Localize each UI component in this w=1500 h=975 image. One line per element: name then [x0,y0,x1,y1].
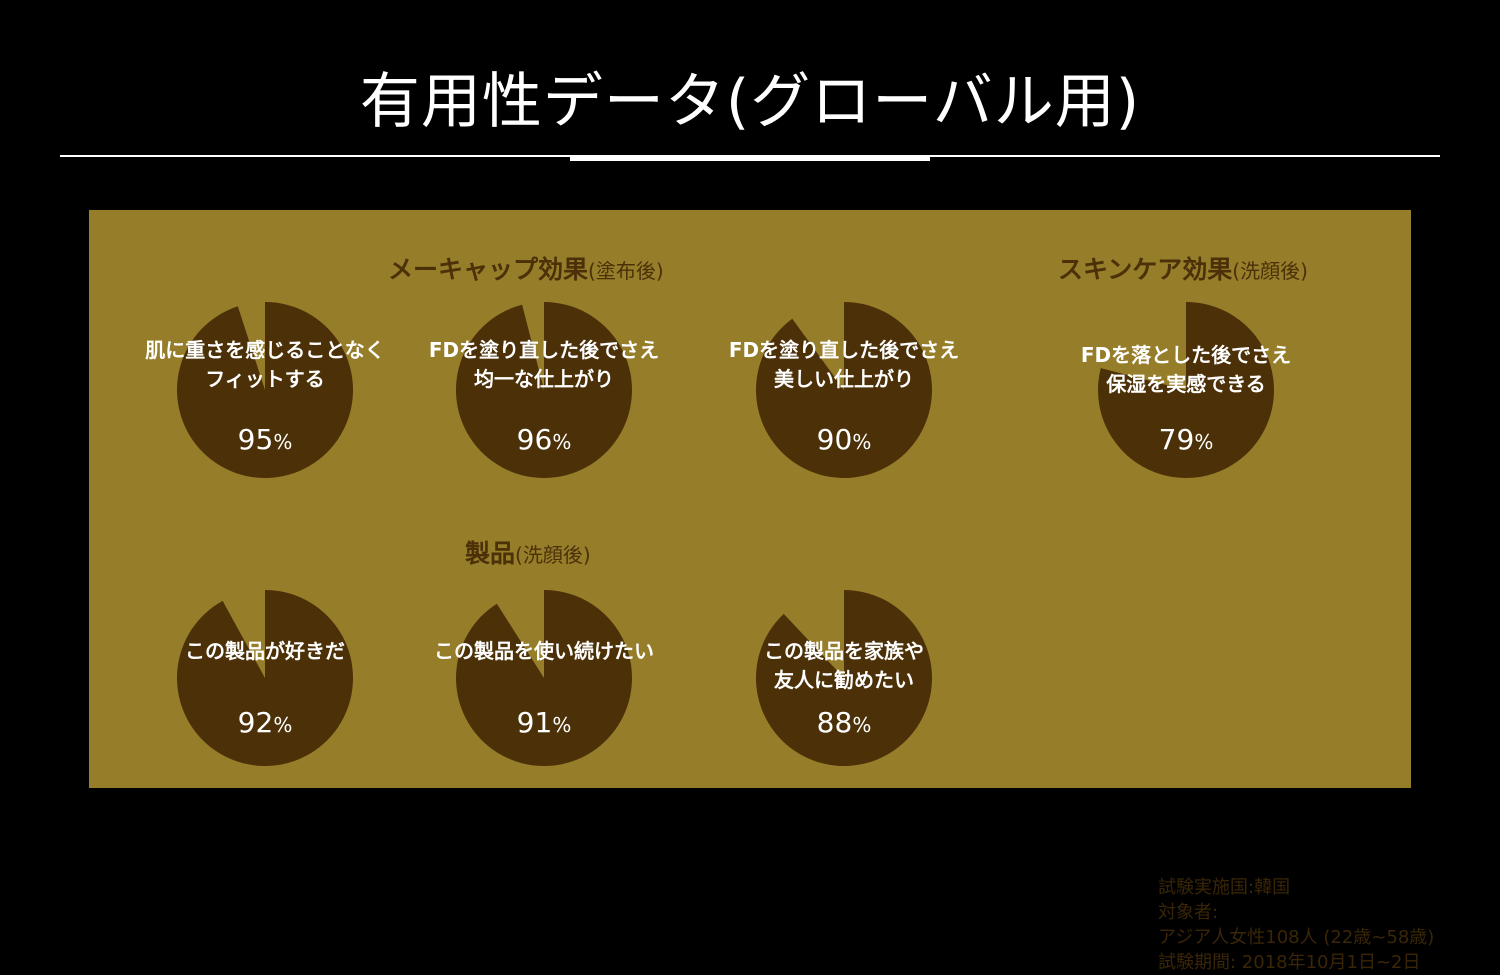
study-period: 試験期間: 2018年10月1日~2日 [1158,952,1421,973]
pie-slice-value [455,302,632,478]
pie-label: FDを塗り直した後でさえ 均一な仕上がり [428,338,660,391]
section-heading-product-title: 製品 [465,539,516,568]
section-heading-product: 製品(洗顔後) [465,538,591,571]
pie-svg [456,590,633,766]
pie-label: 肌に重さを感じることなく フィットする [145,338,385,391]
pie-value-unit: % [1194,430,1214,454]
pie-value-number: 95 [237,423,274,456]
pie-label: FDを落とした後でさえ 保湿を実感できる [1080,343,1292,396]
pie-value-unit: % [552,713,572,737]
pie-svg [755,302,932,478]
section-heading-skincare-sub: (洗顔後) [1232,259,1308,283]
pie-svg [1097,302,1274,478]
pie-value-number: 88 [816,706,853,739]
study-subjects: アジア人女性108人 (22歳~58歳) [1158,927,1435,948]
pie-value-number: 90 [816,423,853,456]
section-heading-makeup: メーキャップ効果(塗布後) [388,254,664,287]
pie-value-unit: % [852,430,872,454]
pie-value-unit: % [552,430,572,454]
pie-svg [177,302,354,478]
pie-chart-6 [449,583,639,773]
chart-panel: メーキャップ効果(塗布後) スキンケア効果(洗顔後) 製品(洗顔後) 肌に重さを… [89,210,1434,973]
pie-value-label: 79% [1159,423,1214,459]
study-note: 試験実施国:韓国 対象者: アジア人女性108人 (22歳~58歳) 試験期間:… [1158,875,1434,975]
pie-label: FDを塗り直した後でさえ 美しい仕上がり [728,338,960,391]
pie-value-unit: % [273,713,293,737]
pie-chart-1 [170,295,360,485]
section-heading-product-sub: (洗顔後) [515,543,591,567]
pie-slice-value [1097,302,1274,478]
pie-slice-value [177,590,354,766]
pie-label: この製品を家族や 友人に勧めたい [764,639,924,692]
pie-slice-value [755,302,932,478]
pie-value-number: 92 [237,706,274,739]
pie-value-number: 91 [516,706,553,739]
pie-value-unit: % [273,430,293,454]
pie-value-unit: % [852,713,872,737]
pie-value-label: 95% [238,423,293,459]
pie-svg [177,590,354,766]
study-country: 試験実施国:韓国 [1158,877,1291,898]
pie-value-label: 88% [817,706,872,742]
pie-svg [755,590,932,766]
pie-chart-3 [749,295,939,485]
pie-slice-value [755,590,932,766]
pie-value-number: 96 [516,423,553,456]
pie-chart-7 [749,583,939,773]
pie-slice-value [456,590,633,766]
section-heading-makeup-title: メーキャップ効果 [388,255,589,284]
pie-value-label: 91% [517,706,572,742]
pie-value-label: 90% [817,423,872,459]
pie-chart-4 [1091,295,1281,485]
pie-value-label: 92% [238,706,293,742]
pie-slice-value [177,302,354,478]
title-divider-accent [570,155,930,161]
section-heading-skincare: スキンケア効果(洗顔後) [1058,254,1308,287]
pie-label: この製品が好きだ [185,639,345,663]
pie-chart-2 [449,295,639,485]
section-heading-makeup-sub: (塗布後) [588,259,664,283]
section-heading-skincare-title: スキンケア効果 [1058,255,1233,284]
study-subjects-label: 対象者: [1158,902,1219,923]
pie-value-label: 96% [517,423,572,459]
pie-chart-5 [170,583,360,773]
pie-label: この製品を使い続けたい [434,639,654,663]
pie-svg [455,302,632,478]
pie-value-number: 79 [1158,423,1195,456]
slide-title: 有用性データ(グローバル用) [359,67,1141,137]
